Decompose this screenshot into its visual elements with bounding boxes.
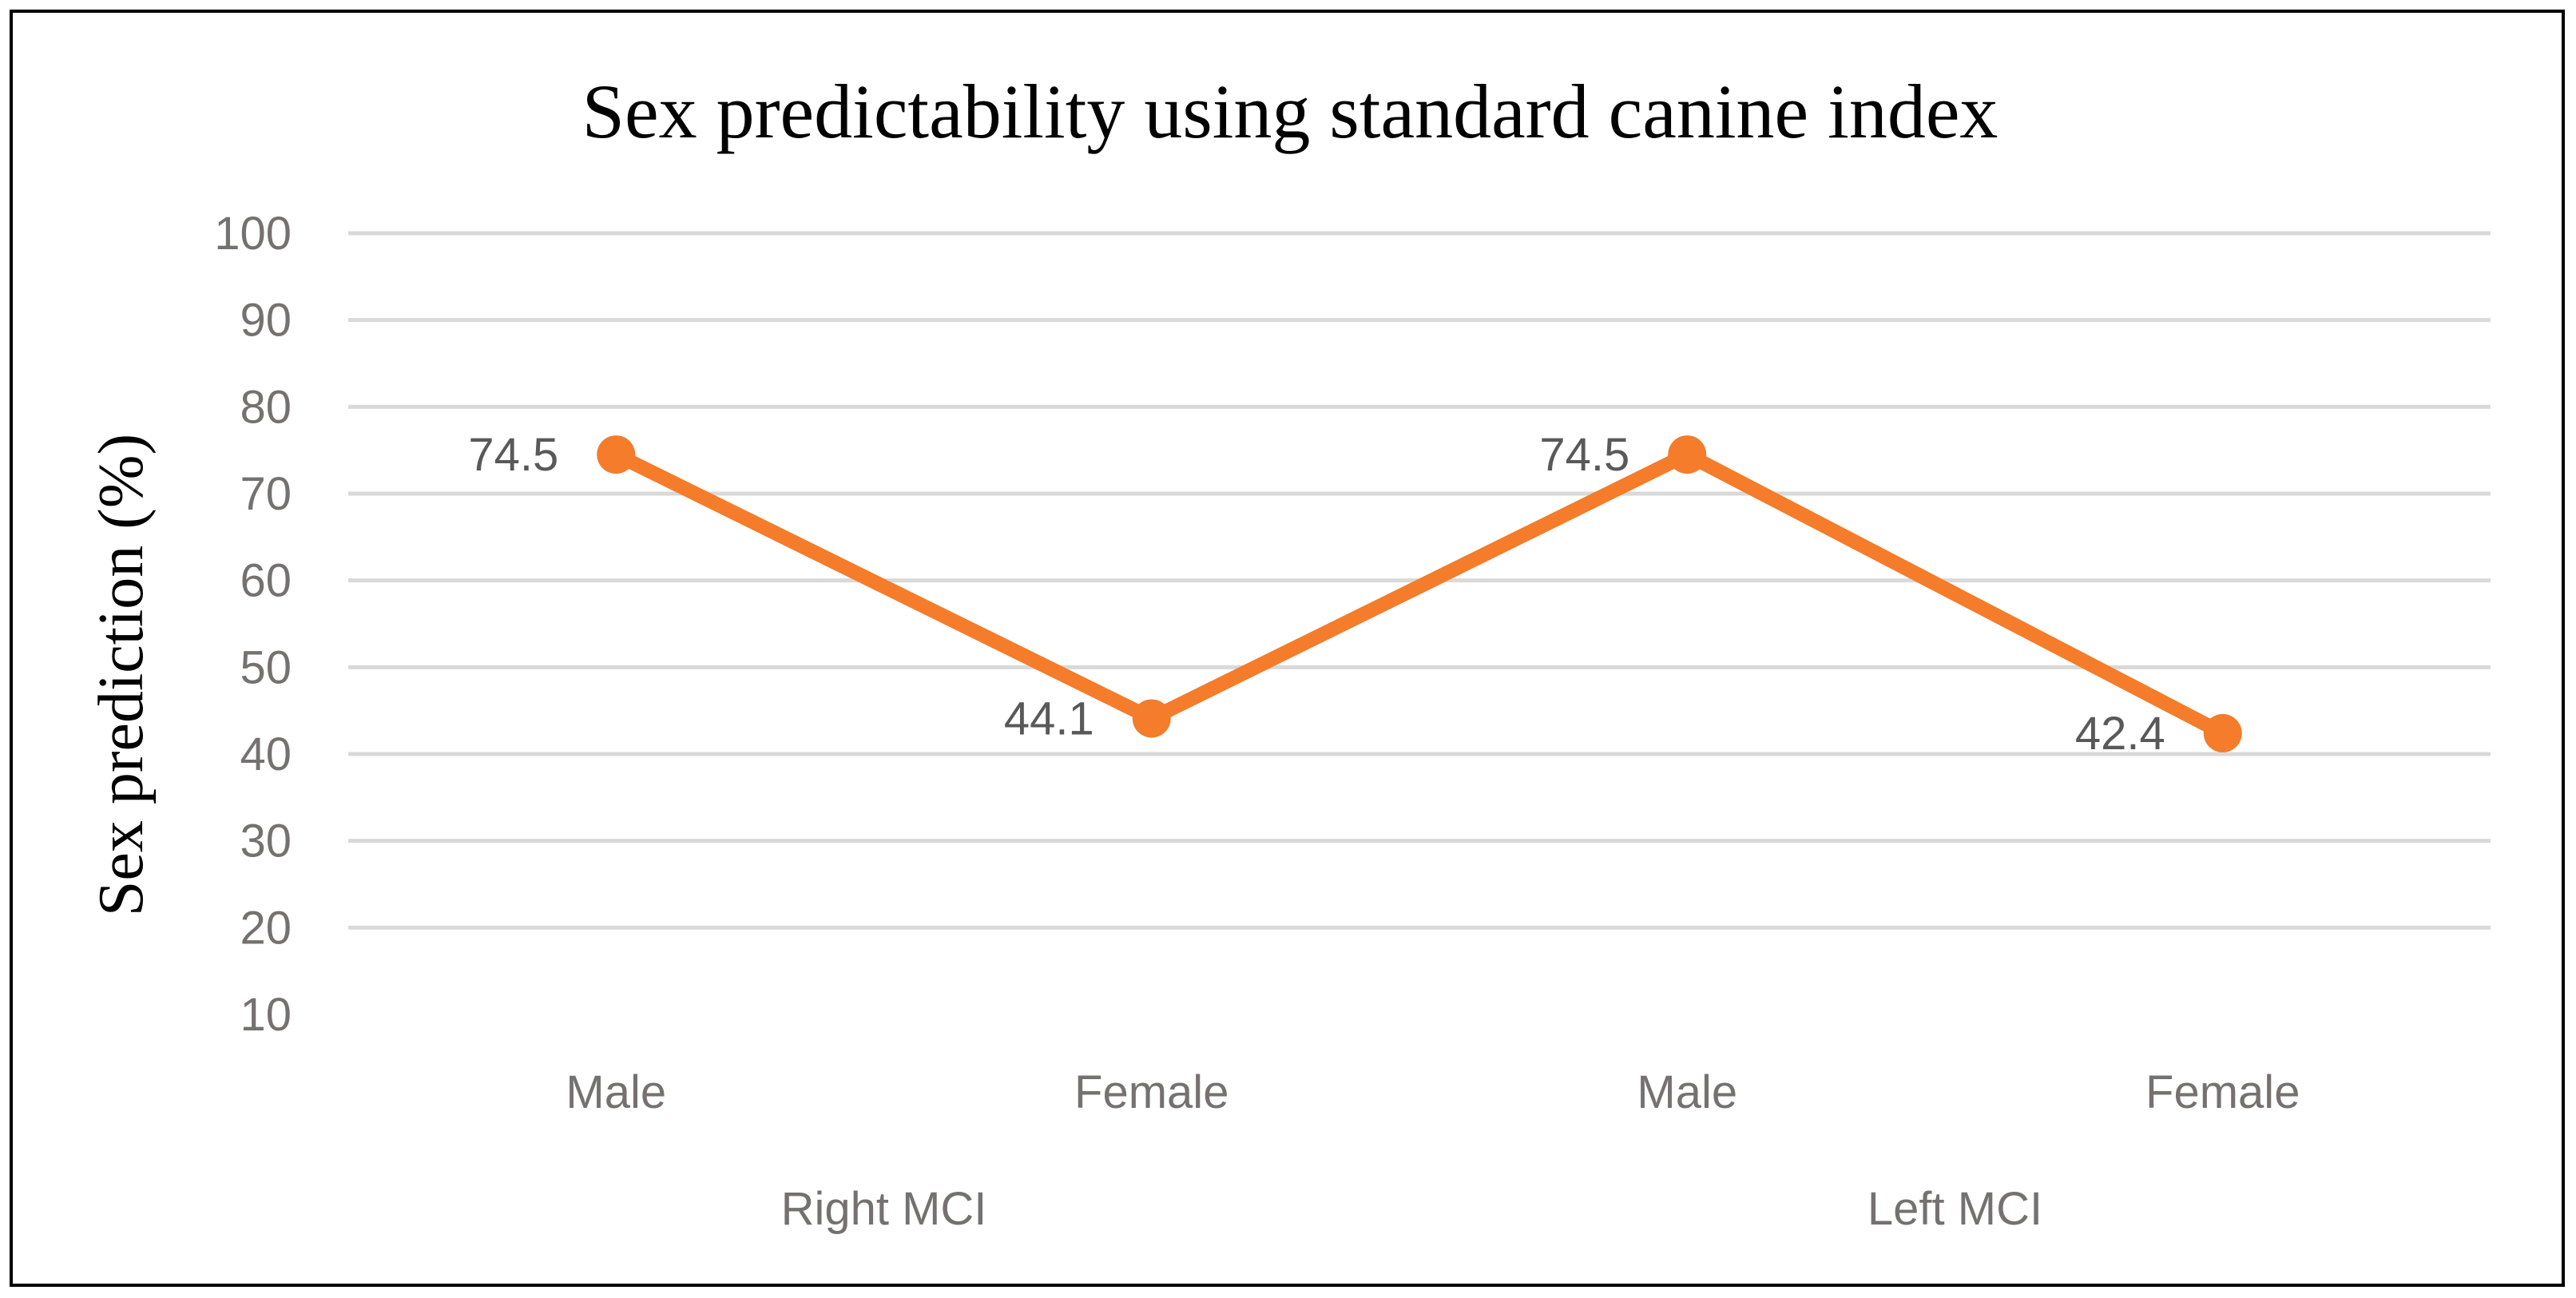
x-category-label-1: Female (1074, 1066, 1228, 1118)
x-group-label-0: Right MCI (781, 1183, 987, 1235)
y-tick-label-70: 70 (240, 468, 292, 520)
y-tick-label-40: 40 (240, 728, 292, 780)
y-tick-label-10: 10 (240, 989, 292, 1041)
data-point-1 (1132, 699, 1171, 738)
series-points (597, 435, 2242, 752)
x-category-labels: Male Female Male Female (566, 1066, 2300, 1118)
x-group-labels: Right MCI Left MCI (781, 1183, 2043, 1235)
y-tick-label-30: 30 (240, 816, 292, 867)
data-label-3: 42.4 (2075, 708, 2165, 760)
data-label-1: 44.1 (1004, 693, 1094, 744)
y-tick-label-80: 80 (240, 381, 292, 433)
series-line (609, 447, 2230, 740)
data-point-0 (597, 435, 636, 474)
y-tick-labels: 10 20 30 40 50 60 70 80 90 100 (214, 208, 292, 1041)
data-point-2 (1668, 435, 1707, 474)
y-axis-label: Sex prediction (%) (86, 434, 157, 916)
y-tick-label-90: 90 (240, 295, 292, 347)
data-label-0: 74.5 (468, 429, 558, 481)
y-tick-label-20: 20 (240, 902, 292, 954)
y-tick-label-60: 60 (240, 555, 292, 607)
gridlines (348, 231, 2491, 930)
series-line-layer (609, 447, 2230, 740)
y-tick-label-50: 50 (240, 641, 292, 693)
data-point-3 (2203, 713, 2242, 752)
x-group-label-1: Left MCI (1868, 1183, 2042, 1235)
x-category-label-0: Male (566, 1066, 666, 1118)
data-labels: 74.5 44.1 74.5 42.4 (468, 429, 2165, 760)
x-category-label-2: Male (1637, 1066, 1737, 1118)
chart-title: Sex predictability using standard canine… (582, 69, 1998, 154)
y-tick-label-100: 100 (214, 208, 292, 260)
data-label-2: 74.5 (1539, 429, 1629, 481)
x-category-label-3: Female (2145, 1066, 2300, 1118)
